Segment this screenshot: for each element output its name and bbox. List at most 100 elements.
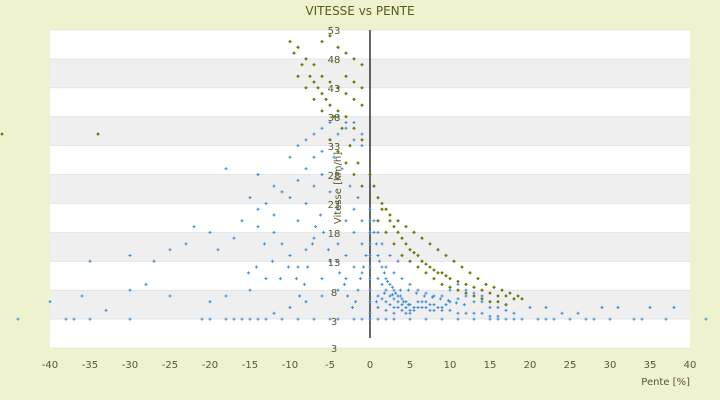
data-point: [380, 242, 384, 246]
data-point: [296, 144, 300, 148]
x-tick-label: 25: [564, 360, 577, 371]
data-point: [404, 224, 408, 229]
y-tick-label: 48: [328, 55, 341, 66]
data-point: [384, 308, 388, 312]
data-point: [278, 277, 282, 281]
data-point: [320, 126, 324, 130]
data-point: [254, 265, 258, 269]
x-tick-label: -30: [122, 360, 138, 371]
data-point: [404, 300, 408, 304]
data-point: [408, 259, 412, 264]
data-point: [280, 190, 284, 194]
data-point: [312, 97, 316, 102]
data-point: [360, 62, 364, 67]
data-point: [392, 306, 396, 310]
x-tick-label: -10: [282, 360, 298, 371]
data-point: [456, 297, 460, 301]
data-point: [404, 311, 408, 315]
data-point: [336, 317, 340, 321]
data-point: [408, 317, 412, 321]
data-point: [368, 172, 372, 177]
y-tick-label: 18: [328, 229, 341, 240]
data-point: [336, 85, 340, 90]
data-point: [388, 253, 392, 257]
data-point: [344, 91, 348, 96]
data-point: [320, 39, 324, 44]
data-point: [456, 288, 460, 293]
data-point: [296, 178, 300, 182]
data-point: [468, 270, 472, 275]
data-point: [576, 311, 580, 315]
data-point: [320, 277, 324, 281]
data-point: [440, 282, 444, 287]
data-point: [362, 265, 366, 269]
data-point: [376, 218, 380, 223]
data-point: [288, 306, 292, 310]
data-point: [444, 253, 448, 258]
x-tick-label: -5: [325, 360, 335, 371]
data-point: [412, 306, 416, 310]
data-point: [396, 259, 400, 263]
data-point: [288, 253, 292, 257]
data-point: [544, 317, 548, 321]
data-point: [312, 80, 316, 84]
data-point: [216, 248, 220, 252]
data-point: [288, 196, 292, 200]
data-point: [192, 225, 196, 229]
data-point: [496, 314, 500, 318]
data-point: [424, 270, 428, 275]
y-tick-label: 3: [331, 317, 337, 328]
data-point: [304, 201, 308, 205]
data-point: [444, 303, 448, 307]
data-point: [640, 317, 644, 321]
data-point: [352, 80, 356, 84]
data-point: [344, 74, 348, 79]
data-point: [368, 230, 372, 234]
data-point: [264, 201, 268, 205]
data-point: [88, 317, 92, 321]
data-point: [508, 291, 512, 295]
data-point: [352, 121, 356, 125]
data-point: [504, 308, 508, 312]
data-point: [440, 317, 444, 321]
data-point: [504, 302, 508, 307]
data-point: [398, 288, 402, 292]
data-point: [358, 277, 362, 281]
data-point: [456, 279, 460, 284]
data-point: [336, 288, 340, 292]
data-point: [496, 317, 500, 321]
series-layer: [0, 33, 708, 321]
data-point: [368, 317, 372, 321]
data-point: [424, 306, 428, 310]
data-point: [400, 277, 404, 281]
data-point: [400, 236, 404, 241]
y-tick-label: 23: [328, 200, 341, 211]
x-tick-label: 15: [484, 360, 497, 371]
data-point: [334, 259, 338, 263]
data-point: [380, 282, 384, 286]
data-point: [460, 265, 464, 269]
data-point: [320, 109, 324, 113]
data-point: [248, 196, 252, 200]
data-point: [440, 308, 444, 312]
data-point: [472, 294, 476, 298]
data-point: [400, 308, 404, 312]
data-point: [294, 277, 298, 281]
x-tick-label: 5: [407, 360, 413, 371]
data-point: [436, 306, 440, 310]
data-point: [444, 273, 448, 278]
data-point: [388, 282, 392, 286]
data-point: [352, 138, 356, 142]
data-point: [424, 317, 428, 321]
data-point: [256, 207, 260, 211]
data-point: [488, 299, 492, 304]
x-tick-label: -20: [202, 360, 218, 371]
data-point: [464, 282, 468, 287]
data-point: [224, 317, 228, 321]
data-point: [512, 317, 516, 321]
data-point: [376, 294, 380, 298]
data-point: [394, 291, 398, 295]
data-point: [400, 253, 404, 258]
data-point: [248, 317, 252, 321]
